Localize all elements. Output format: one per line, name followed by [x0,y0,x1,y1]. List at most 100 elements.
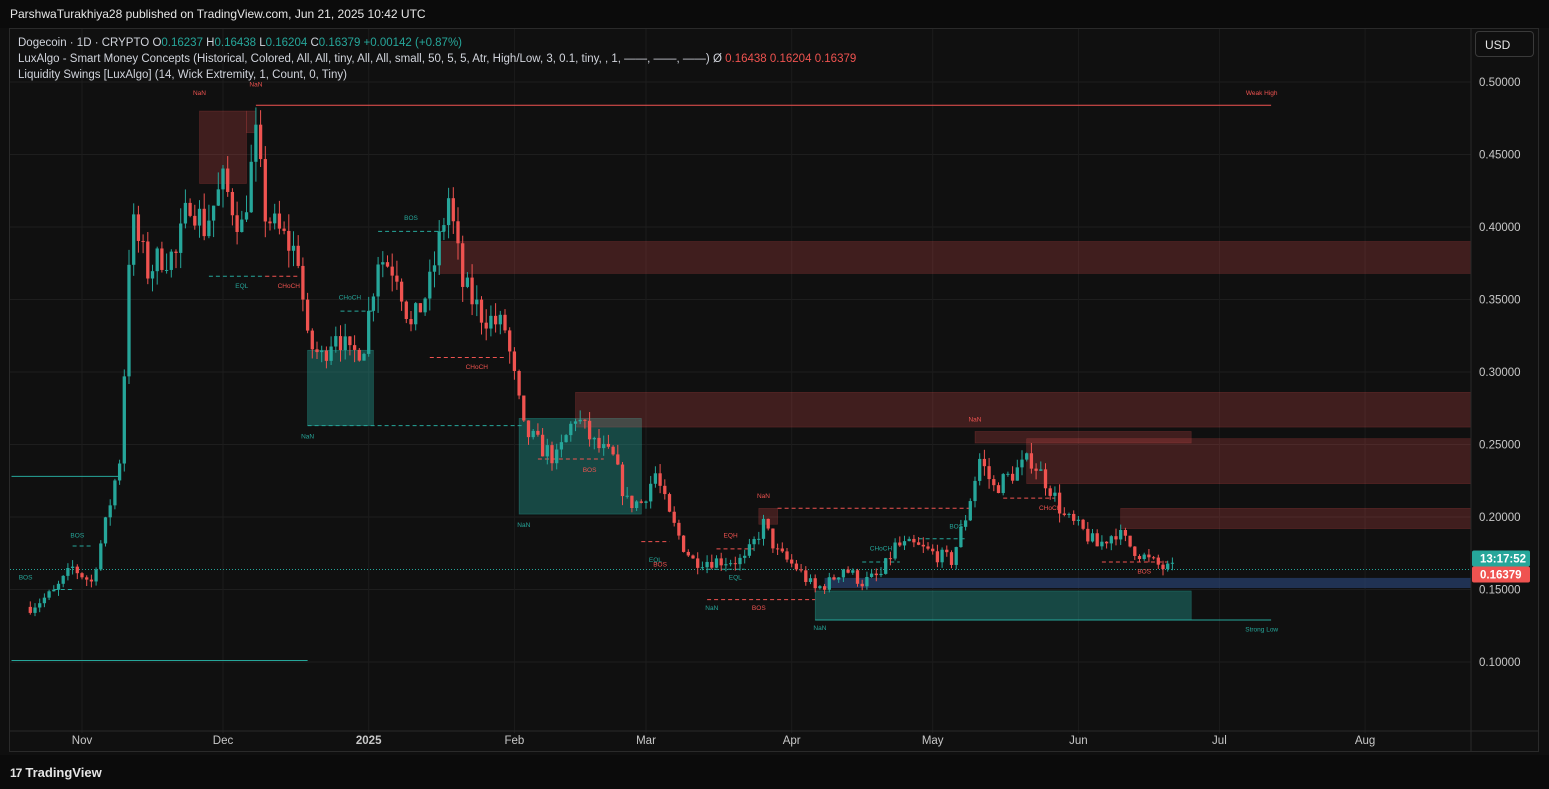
candle-body [874,573,878,576]
symbol-row[interactable]: Dogecoin · 1D · CRYPTO O0.16237 H0.16438… [18,35,856,51]
candle-body [343,336,347,351]
candle-body [235,215,239,232]
candle-body [1025,453,1029,460]
annotation-label: BOS [653,561,667,568]
countdown-text: 13:17:52 [1480,554,1526,566]
candle-body [992,479,996,486]
candle-body [244,212,249,220]
candle-body [216,189,220,206]
candle-body [1053,492,1057,496]
indicator-liquidity-row[interactable]: Liquidity Swings [LuxAlgo] (14, Wick Ext… [18,67,856,83]
candle-body [1147,554,1151,558]
candle-body [512,351,517,371]
axes: 0.50000 0.45000 0.40000 0.35000 0.30000 0.250… [10,29,1538,751]
candle-body [315,349,319,353]
candle-body [395,275,399,282]
candle-body [155,248,159,272]
zone-supply [974,431,1192,444]
candle-body [1010,473,1015,481]
candle-body [597,437,601,449]
candle-body [141,240,145,242]
candle-body [113,480,117,506]
close-label: C [310,37,319,49]
candle-body [747,544,752,556]
candle-body [959,526,963,548]
annotation-label: NaN [813,625,826,632]
countdown-badge [1472,550,1530,567]
candle-body [982,458,987,467]
candle-body [832,577,836,580]
candle-body [667,494,672,512]
last-price-text: 0.16379 [1480,570,1522,582]
candle-body [808,578,813,582]
candle-body [207,220,211,237]
candle-body [282,228,286,231]
y-tick-label: 0.40000 [1479,222,1521,234]
annotation-label: BOS [752,605,766,612]
candle-body [47,591,51,598]
candle-body [164,269,169,271]
candle-body [404,301,408,320]
candle-body [442,225,446,232]
candle-body [357,349,361,361]
candle-body [583,419,587,421]
candle-body [179,223,183,253]
candle-body [1114,536,1118,540]
annotation-label: NaN [757,493,770,500]
candle-body [52,589,56,592]
y-tick-label: 0.50000 [1479,77,1521,89]
zone-supply [1120,507,1472,529]
open-value: 0.16237 [161,37,203,49]
candle-body [136,214,141,241]
candle-body [418,303,423,313]
candle-body [508,330,512,352]
candle-body [367,310,371,354]
candle-body [362,353,366,361]
candle-body [80,573,84,578]
candle-body [305,299,310,331]
candle-body [197,208,202,226]
candle-body [240,219,244,232]
symbol-line: Dogecoin · 1D · CRYPTO [18,37,150,49]
x-tick-label: Jun [1069,735,1088,747]
candle-body [625,495,629,497]
candle-body [996,485,1001,494]
candle-body [1128,535,1132,547]
candle-body [766,518,770,529]
candle-body [1095,533,1099,547]
currency-button[interactable]: USD [1475,31,1534,57]
candle-body [334,336,338,347]
y-tick-label: 0.45000 [1479,150,1521,162]
candle-body [324,350,329,361]
annotation-label: EQL [649,557,662,564]
annotation-label: BOS [583,467,597,474]
chart-pane[interactable] [9,28,1539,752]
annotation-label: BOS [70,532,84,539]
candle-body [1104,541,1109,544]
annotation-label: BOS [19,574,33,581]
candle-body [968,501,972,521]
indicator-smc-symbol: Ø [712,53,722,65]
candle-body [578,419,582,422]
candle-body [794,563,799,570]
candle-body [1109,536,1113,544]
change-value: +0.00142 (+0.87%) [363,37,463,49]
indicator-smc-row[interactable]: LuxAlgo - Smart Money Concepts (Historic… [18,51,856,67]
candle-body [489,315,493,329]
candle-body [277,213,282,229]
annotation-label: BOS [949,524,963,531]
candle-body [409,319,413,325]
candle-body [907,538,911,542]
high-label: H [206,37,215,49]
candle-body [479,299,484,323]
candle-body [56,583,61,590]
annotation-label: CHoCH [1039,505,1062,512]
candle-body [987,466,991,480]
candle-body [254,124,258,162]
candle-body [428,271,432,299]
candle-body [710,561,714,568]
tradingview-logo[interactable]: 17 TradingView [10,765,102,780]
candle-body [949,552,954,565]
candle-body [696,558,700,568]
